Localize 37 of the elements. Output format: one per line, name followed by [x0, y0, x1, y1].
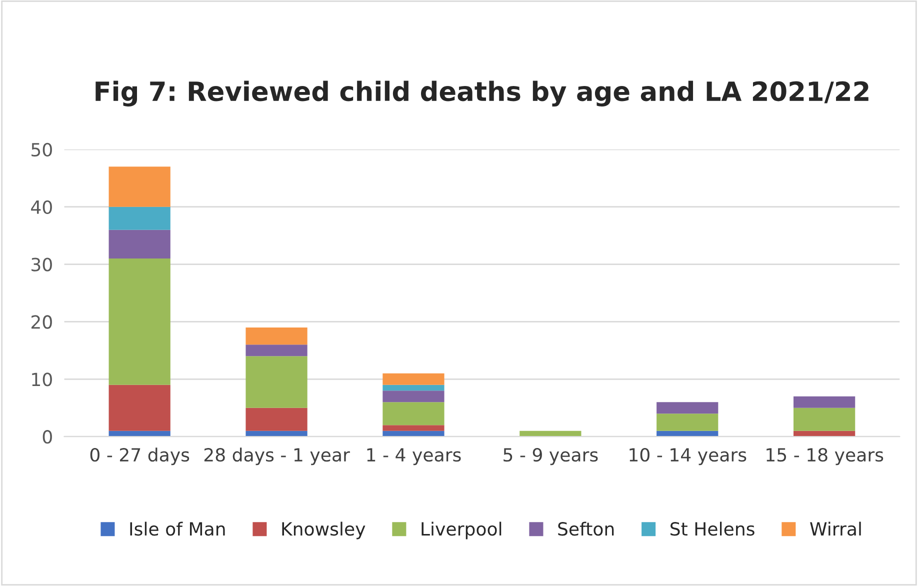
x-tick-label: 5 - 9 years — [504, 448, 598, 466]
bar — [794, 396, 856, 408]
bar — [382, 390, 444, 402]
legend-label: St Helens — [670, 522, 754, 536]
chart-title: Fig 7: Reviewed child deaths by age and LA 2021/22 — [96, 80, 868, 107]
bar — [108, 206, 170, 230]
bar — [246, 408, 308, 431]
bar — [382, 425, 444, 431]
bar — [794, 408, 856, 431]
x-tick-label: 1 - 4 years — [367, 448, 461, 466]
legend-label: Knowsley — [282, 522, 366, 540]
y-tick-label: 0 — [42, 430, 52, 444]
y-tick-label: 30 — [32, 258, 52, 272]
bar — [108, 258, 170, 385]
x-tick-label: 10 - 14 years — [630, 448, 746, 466]
bar — [382, 373, 444, 385]
bar — [246, 327, 308, 345]
legend-label: Wirral — [810, 522, 861, 536]
bar — [382, 384, 444, 391]
bar — [108, 230, 170, 259]
bar — [656, 414, 718, 431]
y-tick-label: 10 — [32, 372, 52, 386]
x-tick-label: 28 days - 1 year — [204, 448, 350, 466]
legend-label: Sefton — [558, 522, 614, 536]
y-tick-label: 50 — [32, 142, 52, 157]
legend-label: Isle of Man — [130, 522, 225, 536]
x-tick-label: 15 - 18 years — [766, 448, 884, 466]
bar — [108, 384, 170, 431]
y-tick-label: 40 — [31, 200, 52, 214]
bar — [382, 402, 444, 426]
legend-label: Liverpool — [422, 522, 502, 540]
bar — [656, 402, 718, 414]
y-tick-label: 20 — [31, 315, 52, 329]
bar — [108, 166, 170, 207]
x-tick-label: 0 - 27 days — [90, 448, 190, 466]
bar — [246, 344, 308, 356]
bar — [246, 356, 308, 408]
